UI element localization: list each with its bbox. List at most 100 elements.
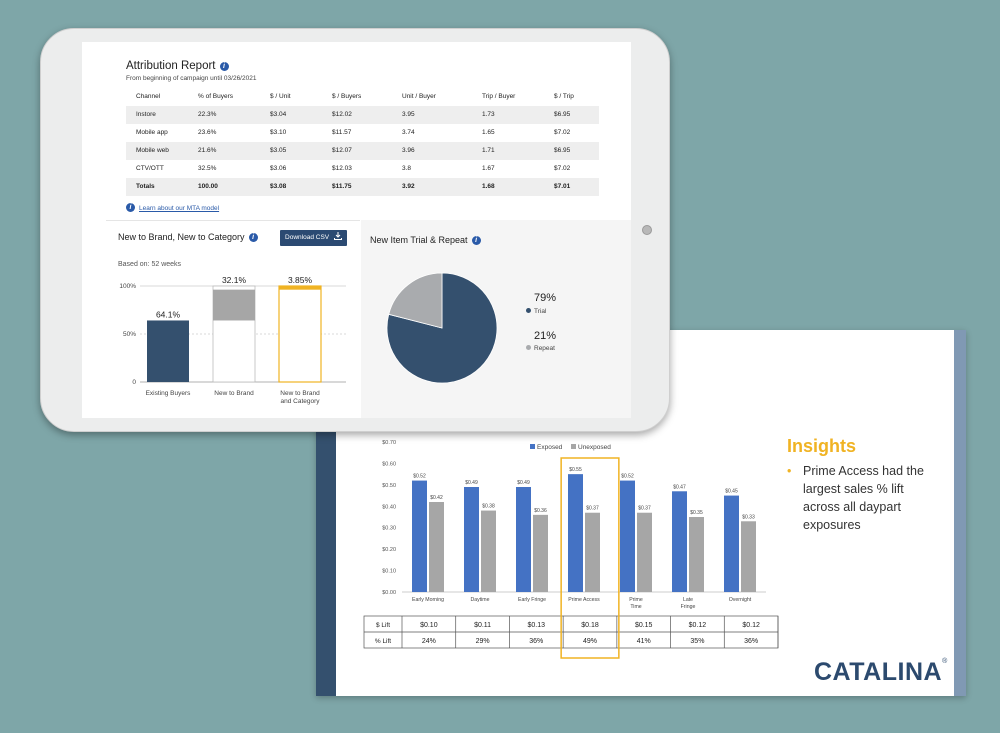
- nit-title-text: New Item Trial & Repeat: [370, 235, 468, 245]
- x-tick-label: Early Morning: [412, 597, 444, 603]
- legend-exposed-label: Exposed: [537, 444, 563, 451]
- pie-slice-repeat: [388, 272, 443, 329]
- y-tick-label: 50%: [123, 331, 136, 338]
- bar-value-label: $0.55: [569, 467, 582, 473]
- lift-table-cell: 36%: [744, 638, 758, 645]
- table-cell: 32.5%: [198, 165, 217, 172]
- lift-table-cell: $0.15: [635, 622, 653, 629]
- table-cell: $ / Trip: [554, 93, 574, 100]
- info-icon[interactable]: i: [471, 236, 481, 245]
- table-cell: Unit / Buyer: [402, 93, 436, 100]
- bar-exposed: [464, 487, 479, 592]
- table-row: Mobile web 21.6% $3.05 $12.07 3.96 1.71 $6.95: [126, 142, 599, 160]
- bar-value-label: 3.85%: [288, 275, 313, 285]
- lift-table-cell: 35%: [690, 638, 704, 645]
- table-cell: CTV/OTT: [136, 165, 164, 172]
- table-cell: 3.74: [402, 129, 415, 136]
- insights-bullet: •: [787, 464, 792, 478]
- download-icon: [333, 232, 342, 240]
- table-totals-row: Totals 100.00 $3.08 $11.75 3.92 1.68 $7.01: [126, 178, 599, 196]
- bar-exposed: [672, 491, 687, 592]
- y-tick-label: $0.20: [382, 547, 396, 553]
- trial-repeat-pie-chart: [386, 272, 498, 384]
- y-tick-label: $0.30: [382, 526, 396, 532]
- table-cell: 22.3%: [198, 111, 217, 118]
- daypart-sales-chart: $0.00 $0.10 $0.20 $0.30 $0.40 $0.50 $0.60 $0.70…: [363, 440, 779, 659]
- info-icon[interactable]: i: [248, 233, 258, 242]
- bar-exposed: [620, 480, 635, 592]
- attribution-subtitle: From beginning of campaign until 03/26/2…: [126, 75, 257, 82]
- bar-exposed: [412, 480, 427, 592]
- lift-table-cell: $0.11: [474, 622, 491, 629]
- x-tick-label: Fringe: [681, 604, 696, 610]
- legend-unexposed-label: Unexposed: [578, 444, 611, 451]
- bar-unexposed: [429, 502, 444, 592]
- table-cell: $3.05: [270, 147, 287, 154]
- table-row: Instore 22.3% $3.04 $12.02 3.95 1.73 $6.95: [126, 106, 599, 124]
- bar-value-label: $0.38: [482, 504, 495, 510]
- table-cell: % of Buyers: [198, 93, 234, 100]
- repeat-percent: 21%: [534, 330, 557, 342]
- download-csv-button[interactable]: Download CSV: [280, 230, 347, 246]
- lift-table-cell: $0.12: [742, 622, 760, 629]
- table-cell: $7.02: [554, 129, 571, 136]
- lift-row-label: $ Lift: [376, 622, 390, 629]
- lift-row-label: % Lift: [375, 638, 391, 645]
- logo-text: CATALINA: [814, 658, 943, 686]
- info-icon[interactable]: i: [219, 62, 229, 71]
- bar-value-label: $0.45: [725, 489, 738, 495]
- table-cell: 3.96: [402, 147, 415, 154]
- table-cell: 3.8: [402, 165, 412, 172]
- table-cell: $12.02: [332, 111, 352, 118]
- bar-unexposed: [637, 512, 652, 592]
- table-cell: 1.71: [482, 147, 495, 154]
- legend-repeat-label: Repeat: [534, 345, 555, 352]
- table-cell: 1.65: [482, 129, 495, 136]
- table-cell: Instore: [136, 111, 156, 118]
- nit-title: New Item Trial & Repeat i: [370, 235, 481, 245]
- x-tick-label: Late: [683, 597, 693, 603]
- lift-table-cell: $0.13: [528, 622, 546, 629]
- tablet-home-button[interactable]: [642, 225, 652, 235]
- table-cell: $3.08: [270, 183, 287, 190]
- table-cell: Trip / Buyer: [482, 93, 516, 100]
- table-cell: $ / Buyers: [332, 93, 362, 100]
- table-cell: $11.57: [332, 129, 352, 136]
- table-cell: Mobile app: [136, 129, 168, 136]
- insights-text: Prime Access had the largest sales % lif…: [803, 464, 924, 532]
- attribution-title-text: Attribution Report: [126, 60, 216, 72]
- table-row: Mobile app 23.6% $3.10 $11.57 3.74 1.65 $7.02: [126, 124, 599, 142]
- attribution-report-title: Attribution Report i: [126, 60, 229, 72]
- x-tick-label: Prime: [629, 597, 643, 603]
- bar: [213, 289, 255, 321]
- legend-trial-swatch: [526, 308, 531, 313]
- table-cell: 1.67: [482, 165, 495, 172]
- legend-trial: Trial: [526, 308, 546, 315]
- lift-table-cell: 49%: [583, 638, 597, 645]
- table-cell: 100.00: [198, 183, 218, 190]
- table-cell: 1.68: [482, 183, 495, 190]
- legend-repeat: Repeat: [526, 345, 555, 352]
- y-tick-label: $0.70: [382, 440, 396, 446]
- mta-model-link[interactable]: i Learn about our MTA model: [126, 203, 219, 212]
- table-cell: 3.95: [402, 111, 415, 118]
- bar-value-label: $0.49: [465, 480, 478, 486]
- bar-value-label: $0.52: [621, 474, 634, 480]
- bar-unexposed: [481, 510, 496, 592]
- bar-value-label: $0.35: [690, 510, 703, 516]
- x-tick-label: Early Fringe: [518, 597, 546, 603]
- bar-value-label: $0.37: [586, 506, 599, 512]
- bar-value-label: $0.49: [517, 480, 530, 486]
- x-tick-label: and Category: [280, 398, 320, 405]
- bar-outline: [278, 285, 322, 383]
- insights-list: • Prime Access had the largest sales % l…: [787, 462, 937, 534]
- table-cell: $12.03: [332, 165, 352, 172]
- table-cell: $12.07: [332, 147, 352, 154]
- download-csv-label: Download CSV: [285, 234, 330, 241]
- tablet-screen: Attribution Report i From beginning of ca…: [82, 42, 631, 418]
- table-cell: $3.10: [270, 129, 287, 136]
- legend-trial-label: Trial: [534, 308, 547, 315]
- y-tick-label: $0.50: [382, 483, 396, 489]
- x-tick-label: Daytime: [470, 597, 489, 603]
- info-icon: i: [126, 203, 135, 212]
